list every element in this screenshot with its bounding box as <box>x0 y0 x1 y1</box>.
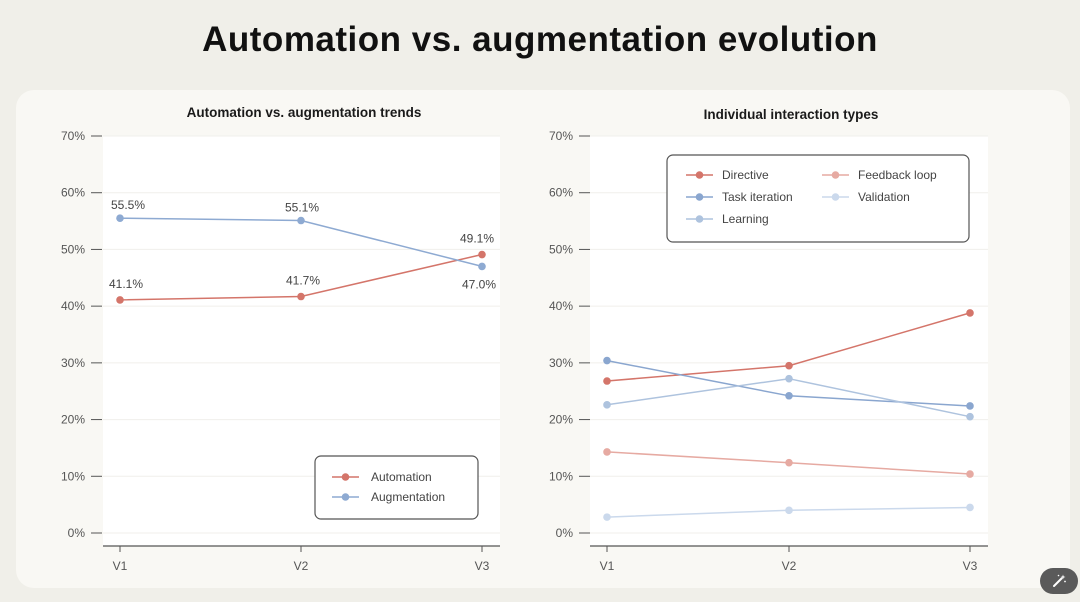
left-y-tick-label: 40% <box>61 299 85 313</box>
right-legend-label: Feedback loop <box>858 168 937 182</box>
right-series-point-4 <box>966 412 974 421</box>
right-y-tick-label: 10% <box>549 469 573 483</box>
right-x-tick-label: V3 <box>963 559 978 573</box>
right-legend-box <box>666 154 970 243</box>
right-series-point-2 <box>785 391 793 400</box>
left-series-point-0 <box>116 296 124 304</box>
right-chart: Individual interaction types 0% 10% 20% 30% 4… <box>549 107 988 573</box>
right-x-tick-label: V2 <box>782 559 797 573</box>
left-series-point-1 <box>478 262 486 271</box>
left-chart: Automation vs. augmentation trends 0% 10% 2… <box>61 105 500 573</box>
left-y-tick-label: 10% <box>61 469 85 483</box>
right-series-point-4 <box>785 374 793 383</box>
left-legend-label: Augmentation <box>371 490 445 504</box>
right-y-tick-label: 40% <box>549 299 573 313</box>
left-legend-box <box>314 455 479 520</box>
right-y-tick-label: 50% <box>549 242 573 256</box>
right-legend-label: Task iteration <box>722 190 793 204</box>
left-chart-title: Automation vs. augmentation trends <box>187 105 422 120</box>
right-series-point-0 <box>966 309 974 317</box>
left-legend-label: Automation <box>371 470 432 484</box>
left-data-label: 41.1% <box>109 277 143 291</box>
right-y-tick-label: 70% <box>549 129 573 143</box>
left-data-label: 49.1% <box>460 232 494 246</box>
left-y-tick-label: 70% <box>61 129 85 143</box>
left-y-tick-label: 30% <box>61 356 85 370</box>
left-y-tick-label: 50% <box>61 242 85 256</box>
left-x-tick-label: V1 <box>113 559 128 573</box>
right-legend-label: Validation <box>858 190 910 204</box>
right-y-tick-label: 20% <box>549 413 573 427</box>
left-legend-swatch-marker <box>341 493 350 501</box>
right-series-point-2 <box>603 356 611 365</box>
right-series-point-3 <box>966 503 974 512</box>
left-data-label: 55.5% <box>111 198 145 212</box>
right-y-tick-label: 0% <box>556 526 574 540</box>
left-data-label: 47.0% <box>462 277 496 291</box>
left-data-label: 55.1% <box>285 201 319 215</box>
left-legend-swatch-marker <box>341 473 350 481</box>
right-series-point-4 <box>603 401 611 409</box>
right-chart-title: Individual interaction types <box>704 107 879 122</box>
right-legend-label: Learning <box>722 212 769 226</box>
magic-wand-button[interactable] <box>1040 568 1078 594</box>
right-y-tick-label: 60% <box>549 186 573 200</box>
wand-sparkle-icon <box>1053 574 1066 587</box>
left-x-tick-label: V2 <box>294 559 309 573</box>
right-series-point-3 <box>603 513 611 521</box>
right-series-point-0 <box>785 361 793 370</box>
left-x-tick-label: V3 <box>475 559 490 573</box>
left-y-tick-label: 0% <box>68 526 86 540</box>
right-series-point-1 <box>966 470 974 478</box>
page-title: Automation vs. augmentation evolution <box>202 20 878 59</box>
right-legend-swatch-marker <box>695 215 704 223</box>
right-legend-swatch-marker <box>831 193 840 201</box>
left-series-point-0 <box>297 292 305 301</box>
left-series-point-0 <box>478 250 486 259</box>
left-series-point-1 <box>116 214 124 223</box>
right-series-point-3 <box>785 506 793 515</box>
left-data-label: 41.7% <box>286 274 320 288</box>
right-legend-swatch-marker <box>831 171 840 179</box>
right-series-point-1 <box>785 458 793 467</box>
left-y-tick-label: 20% <box>61 413 85 427</box>
left-y-tick-label: 60% <box>61 186 85 200</box>
right-y-tick-label: 30% <box>549 356 573 370</box>
right-series-point-0 <box>603 377 611 385</box>
right-legend-label: Directive <box>722 168 769 182</box>
right-series-point-1 <box>603 448 611 456</box>
right-legend-swatch-marker <box>695 171 704 179</box>
right-series-point-2 <box>966 402 974 410</box>
left-series-point-1 <box>297 216 305 225</box>
right-legend-swatch-marker <box>695 193 704 201</box>
right-x-tick-label: V1 <box>600 559 615 573</box>
